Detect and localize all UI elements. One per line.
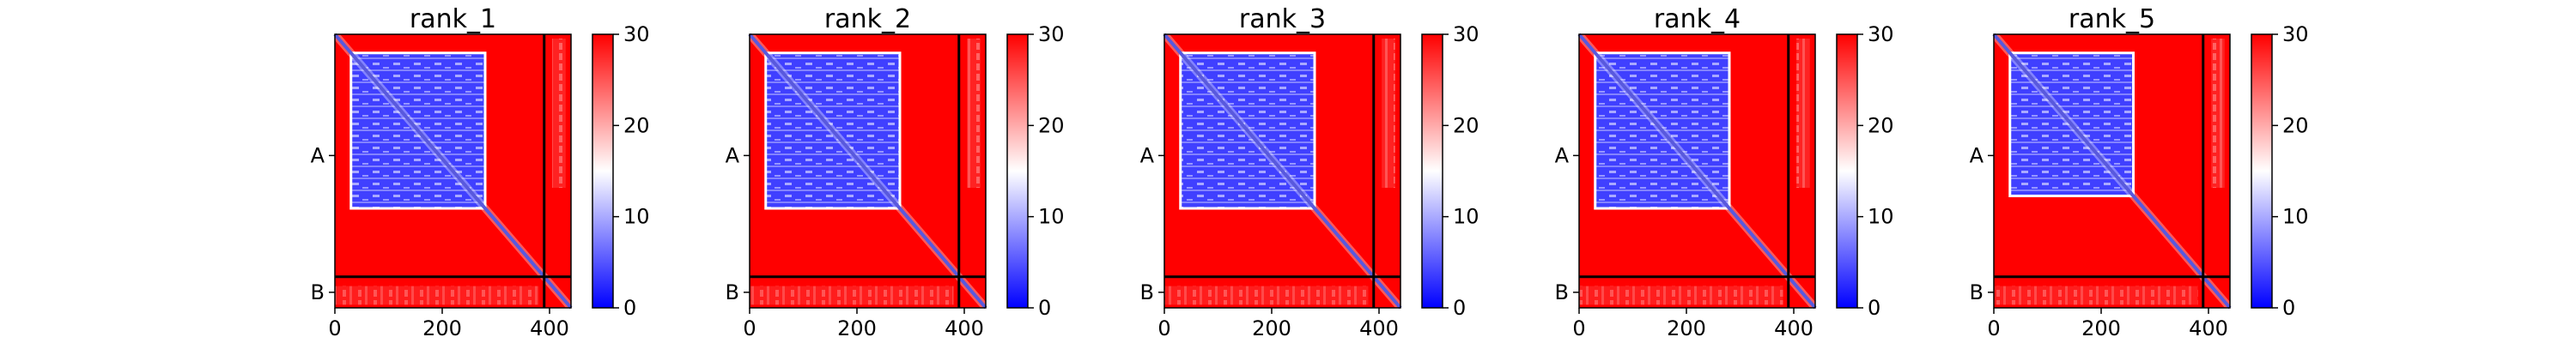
colorbar-tick-label: 20 <box>1868 113 1894 137</box>
y-tick-label: B <box>1555 280 1569 304</box>
y-tick-label: A <box>1555 143 1570 167</box>
y-tick-label: A <box>726 143 740 167</box>
diagonal-halo <box>331 32 574 310</box>
diagonal-halo <box>1576 32 1819 310</box>
bottom-strip <box>1579 286 1783 305</box>
x-tick-label: 200 <box>2081 316 2121 340</box>
axes-frame <box>749 33 987 309</box>
panel-title: rank_4 <box>1654 4 1741 34</box>
panel-title: rank_2 <box>824 4 911 34</box>
axes-frame <box>334 33 572 309</box>
colorbar-tick-label: 10 <box>623 205 650 229</box>
bottom-strip <box>1164 286 1369 305</box>
colorbar-tick-label: 30 <box>1453 22 1479 46</box>
colorbar-tick-label: 0 <box>1038 296 1051 320</box>
colorbar-tick-label: 10 <box>1038 205 1065 229</box>
colorbar-tick-label: 20 <box>2282 113 2309 137</box>
y-tick-label: A <box>1970 143 1984 167</box>
axes-frame <box>1578 33 1816 309</box>
colorbar-tick-label: 10 <box>2282 205 2309 229</box>
diagonal-halo <box>1990 32 2233 310</box>
x-tick-label: 400 <box>530 316 569 340</box>
x-tick-label: 200 <box>1252 316 1291 340</box>
x-tick-label: 400 <box>1774 316 1814 340</box>
diagonal <box>1163 33 1402 310</box>
x-tick-label: 0 <box>1572 316 1585 340</box>
colorbar <box>1836 33 1858 309</box>
side-strip <box>967 39 981 188</box>
bottom-strip <box>750 286 954 305</box>
colorbar-tick-label: 10 <box>1868 205 1894 229</box>
side-strip <box>1382 39 1395 188</box>
x-tick-label: 0 <box>1987 316 2000 340</box>
colorbar <box>1006 33 1029 309</box>
diagonal-halo <box>1161 32 1404 310</box>
colorbar-tick-label: 20 <box>1038 113 1065 137</box>
y-tick-label: B <box>1140 280 1154 304</box>
colorbar-tick-label: 30 <box>2282 22 2309 46</box>
y-tick-label: B <box>311 280 325 304</box>
y-tick-label: B <box>726 280 739 304</box>
colorbar <box>2251 33 2273 309</box>
x-tick-label: 400 <box>1359 316 1399 340</box>
side-strip <box>1796 39 1810 188</box>
colorbar-tick-label: 10 <box>1453 205 1479 229</box>
colorbar-tick-label: 30 <box>623 22 650 46</box>
side-strip <box>2211 39 2225 188</box>
diagonal <box>748 33 987 310</box>
x-tick-label: 200 <box>422 316 462 340</box>
x-tick-label: 400 <box>2189 316 2228 340</box>
y-tick-label: B <box>1970 280 1984 304</box>
colorbar <box>1421 33 1443 309</box>
y-tick-label: A <box>311 143 325 167</box>
x-tick-label: 0 <box>1157 316 1170 340</box>
panel-title: rank_5 <box>2069 4 2155 34</box>
colorbar <box>592 33 614 309</box>
diagonal <box>1992 33 2232 310</box>
bottom-strip <box>1994 286 2198 305</box>
colorbar-tick-label: 0 <box>2282 296 2295 320</box>
diagonal-halo <box>746 32 989 310</box>
colorbar-tick-label: 30 <box>1038 22 1065 46</box>
colorbar-tick-label: 20 <box>1453 113 1479 137</box>
colorbar-tick-label: 0 <box>1868 296 1880 320</box>
colorbar-tick-label: 30 <box>1868 22 1894 46</box>
colorbar-tick-label: 0 <box>1453 296 1466 320</box>
diagonal <box>1577 33 1817 310</box>
x-tick-label: 200 <box>837 316 877 340</box>
colorbar-tick-label: 0 <box>623 296 636 320</box>
panel-title: rank_3 <box>1239 4 1326 34</box>
colorbar-tick-label: 20 <box>623 113 650 137</box>
x-tick-label: 200 <box>1667 316 1706 340</box>
y-tick-label: A <box>1140 143 1155 167</box>
diagonal <box>333 33 573 310</box>
side-strip <box>552 39 566 188</box>
axes-frame <box>1993 33 2231 309</box>
panel-title: rank_1 <box>410 4 496 34</box>
x-tick-label: 0 <box>743 316 756 340</box>
axes-frame <box>1163 33 1401 309</box>
bottom-strip <box>335 286 539 305</box>
x-tick-label: 400 <box>945 316 984 340</box>
x-tick-label: 0 <box>328 316 341 340</box>
